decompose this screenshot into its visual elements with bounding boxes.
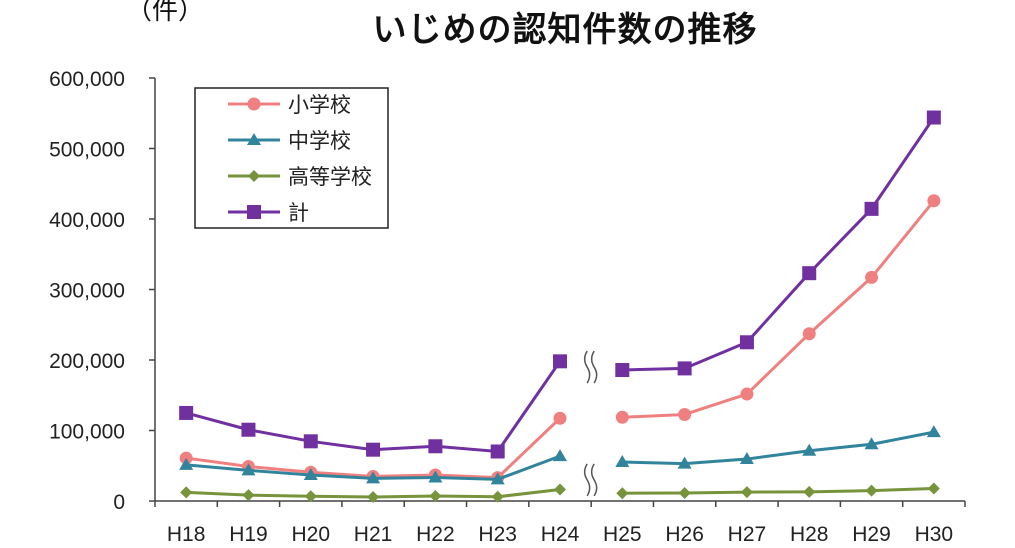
series-line bbox=[622, 430, 935, 466]
x-tick-label: H29 bbox=[852, 523, 891, 546]
data-point bbox=[739, 452, 754, 465]
x-tick-label: H24 bbox=[541, 523, 580, 546]
legend-label: 小学校 bbox=[288, 93, 351, 117]
x-tick-label: H26 bbox=[665, 523, 704, 546]
data-point bbox=[490, 444, 505, 459]
data-point bbox=[864, 201, 879, 216]
axis-break-mark-lower bbox=[590, 463, 598, 497]
data-point bbox=[615, 363, 630, 378]
y-tick-label: 0 bbox=[113, 491, 125, 514]
legend-swatch-marker bbox=[247, 133, 261, 145]
legend-swatch-marker bbox=[247, 97, 261, 111]
data-point bbox=[304, 490, 317, 503]
legend-label: 高等学校 bbox=[288, 165, 372, 189]
data-point bbox=[554, 483, 566, 496]
data-point bbox=[802, 443, 817, 456]
data-point bbox=[740, 387, 754, 401]
legend-label: 中学校 bbox=[288, 129, 351, 153]
axis-break-mark-upper-gap bbox=[583, 347, 600, 388]
x-tick-label: H19 bbox=[229, 523, 268, 546]
series-line bbox=[622, 116, 936, 372]
data-point bbox=[678, 407, 692, 421]
x-tick-label: H27 bbox=[728, 523, 767, 546]
data-point bbox=[553, 449, 567, 462]
x-tick-label: H20 bbox=[292, 523, 331, 546]
data-point bbox=[553, 354, 567, 369]
data-point bbox=[739, 335, 754, 350]
data-point bbox=[366, 442, 381, 457]
data-point bbox=[865, 270, 879, 284]
data-point bbox=[677, 361, 692, 376]
data-point bbox=[740, 486, 753, 499]
legend-box bbox=[194, 87, 389, 229]
chart-title: いじめの認知件数の推移 bbox=[372, 10, 758, 50]
data-point bbox=[180, 486, 193, 499]
data-point bbox=[926, 110, 941, 125]
data-point bbox=[616, 487, 629, 500]
legend-swatch-marker bbox=[248, 170, 260, 182]
data-point bbox=[615, 410, 629, 424]
x-tick-label: H30 bbox=[915, 523, 954, 546]
data-point bbox=[677, 456, 692, 469]
x-tick-label: H22 bbox=[416, 523, 455, 546]
data-point bbox=[428, 439, 443, 454]
y-tick-label: 500,000 bbox=[49, 139, 125, 162]
data-point bbox=[927, 482, 940, 495]
x-tick-label: H25 bbox=[603, 523, 642, 546]
legend-label: 計 bbox=[288, 201, 309, 225]
x-tick-label: H21 bbox=[354, 523, 393, 546]
axis-break-mark-upper bbox=[590, 350, 598, 384]
data-point bbox=[303, 434, 318, 449]
series-line bbox=[185, 360, 562, 454]
data-point bbox=[303, 468, 318, 481]
data-point bbox=[241, 463, 256, 476]
data-point bbox=[865, 484, 878, 497]
data-point bbox=[367, 491, 380, 504]
x-tick-label: H28 bbox=[790, 523, 829, 546]
data-point bbox=[490, 472, 505, 485]
x-tick-label: H23 bbox=[478, 523, 517, 546]
axis-break-mark-lower bbox=[583, 463, 591, 497]
data-point bbox=[428, 470, 443, 483]
axis-break-mark-lower-gap bbox=[583, 459, 600, 500]
data-point bbox=[241, 422, 256, 437]
data-point bbox=[491, 490, 504, 503]
y-tick-label: 100,000 bbox=[49, 421, 125, 444]
y-tick-label: 300,000 bbox=[49, 280, 125, 303]
data-point bbox=[366, 471, 381, 484]
data-point bbox=[615, 455, 630, 468]
data-point bbox=[179, 405, 194, 420]
data-point bbox=[926, 425, 941, 438]
data-point bbox=[179, 457, 194, 470]
data-point bbox=[802, 266, 817, 281]
data-point bbox=[803, 485, 816, 498]
data-point bbox=[553, 411, 567, 425]
data-point bbox=[242, 489, 255, 502]
data-point bbox=[927, 194, 941, 208]
y-tick-label: 200,000 bbox=[49, 350, 125, 373]
axis-break-mark-upper bbox=[583, 350, 591, 384]
legend-swatch-marker bbox=[247, 205, 261, 219]
y-axis-unit-label: （件） bbox=[126, 0, 205, 26]
series-line bbox=[622, 487, 934, 495]
data-point bbox=[678, 486, 691, 499]
y-tick-label: 400,000 bbox=[49, 209, 125, 232]
data-point bbox=[864, 437, 879, 450]
y-tick-label: 600,000 bbox=[49, 68, 125, 91]
data-point bbox=[802, 327, 816, 341]
data-point bbox=[429, 490, 442, 503]
series-line bbox=[622, 199, 936, 419]
x-tick-label: H18 bbox=[167, 523, 206, 546]
